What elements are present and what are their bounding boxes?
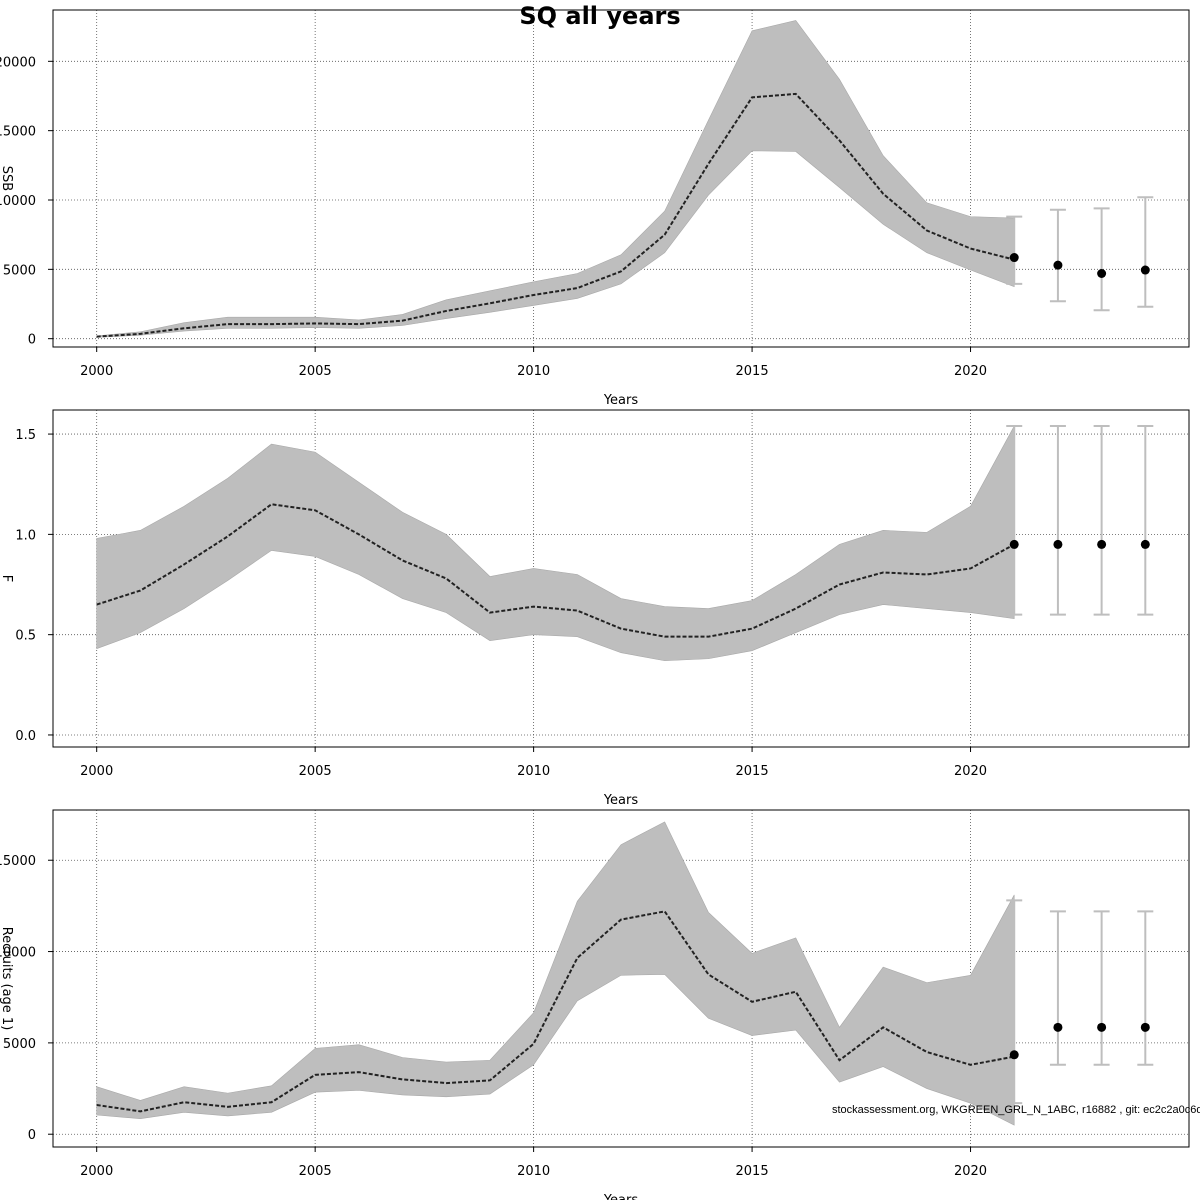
y-tick-label: 1.5 [15, 428, 36, 443]
forecast-errorbar [1137, 425, 1154, 616]
x-tick-label: 2020 [954, 764, 987, 779]
y-tick-label: 0.5 [15, 629, 36, 644]
forecast-point [1140, 1022, 1150, 1032]
x-tick-label: 2005 [299, 764, 332, 779]
forecast-point [1097, 539, 1107, 549]
x-tick-label: 2000 [80, 364, 113, 379]
x-tick-label: 2015 [736, 364, 769, 379]
plot-frame [52, 809, 1190, 1148]
forecast-point [1009, 1050, 1019, 1060]
forecast-errorbar [1049, 910, 1066, 1066]
x-tick-label: 2005 [299, 364, 332, 379]
x-tick-label: 2010 [517, 364, 550, 379]
forecast-errorbar [1137, 196, 1154, 308]
panel-recruitment: 2000 2005 2010 2015 2020 0 5000 10000 15000 Years… [0, 809, 1190, 1200]
x-tick-label: 2020 [954, 1164, 987, 1179]
panel-ssb: 2000 2005 2010 2015 2020 0 5000 10000 15000 20000… [0, 9, 1190, 408]
figure-title: SQ all years [519, 2, 680, 30]
y-tick-label: 0 [28, 333, 36, 348]
x-tick-label: 2020 [954, 364, 987, 379]
plot-frame [52, 409, 1190, 748]
confidence-band [96, 425, 1015, 662]
forecast-errorbar [1137, 910, 1154, 1066]
estimate-line [96, 92, 1015, 338]
y-axis-label: F [0, 575, 14, 582]
forecast-errorbar [1093, 207, 1110, 312]
x-tick-label: 2015 [736, 764, 769, 779]
forecast-errorbar [1006, 425, 1023, 616]
panel-fbar: 2000 2005 2010 2015 2020 0.0 0.5 1.0 1.5 Years F [0, 409, 1190, 808]
y-tick-label: 10000 [0, 946, 36, 961]
y-tick-label: 1.0 [15, 528, 36, 543]
confidence-band [96, 821, 1015, 1126]
confidence-band [96, 20, 1015, 338]
figure-footnote: stockassessment.org, WKGREEN_GRL_N_1ABC,… [832, 1104, 1200, 1116]
forecast-point [1140, 265, 1150, 275]
x-tick-label: 2000 [80, 764, 113, 779]
x-tick-label: 2010 [517, 764, 550, 779]
forecast-point [1097, 1022, 1107, 1032]
forecast-point [1097, 268, 1107, 278]
y-tick-label: 5000 [3, 263, 36, 278]
y-tick-label: 20000 [0, 55, 36, 70]
y-tick-label: 10000 [0, 194, 36, 209]
forecast-point [1009, 539, 1019, 549]
y-axis-label: SSB [0, 166, 14, 191]
forecast-point [1140, 539, 1150, 549]
plot-frame [52, 9, 1190, 348]
forecast-errorbar [1093, 425, 1110, 616]
y-tick-label: 15000 [0, 125, 36, 140]
x-tick-label: 2000 [80, 1164, 113, 1179]
y-tick-label: 0 [28, 1128, 36, 1143]
forecast-errorbar [1006, 215, 1023, 285]
forecast-errorbar [1006, 899, 1023, 1105]
forecast-point [1053, 260, 1063, 270]
x-axis-label: Years [603, 1193, 639, 1200]
estimate-line [96, 503, 1015, 638]
y-tick-label: 5000 [3, 1037, 36, 1052]
forecast-errorbar [1049, 425, 1066, 616]
forecast-point [1053, 539, 1063, 549]
x-tick-label: 2010 [517, 1164, 550, 1179]
forecast-errorbar [1093, 910, 1110, 1066]
forecast-point [1053, 1022, 1063, 1032]
x-tick-label: 2015 [736, 1164, 769, 1179]
x-tick-label: 2005 [299, 1164, 332, 1179]
y-tick-label: 15000 [0, 854, 36, 869]
forecast-errorbar [1049, 208, 1066, 303]
x-axis-label: Years [603, 393, 639, 408]
forecast-point [1009, 253, 1019, 263]
x-axis-label: Years [603, 793, 639, 808]
y-tick-label: 0.0 [15, 729, 36, 744]
y-axis-label: Recruits (age 1) [0, 927, 14, 1031]
